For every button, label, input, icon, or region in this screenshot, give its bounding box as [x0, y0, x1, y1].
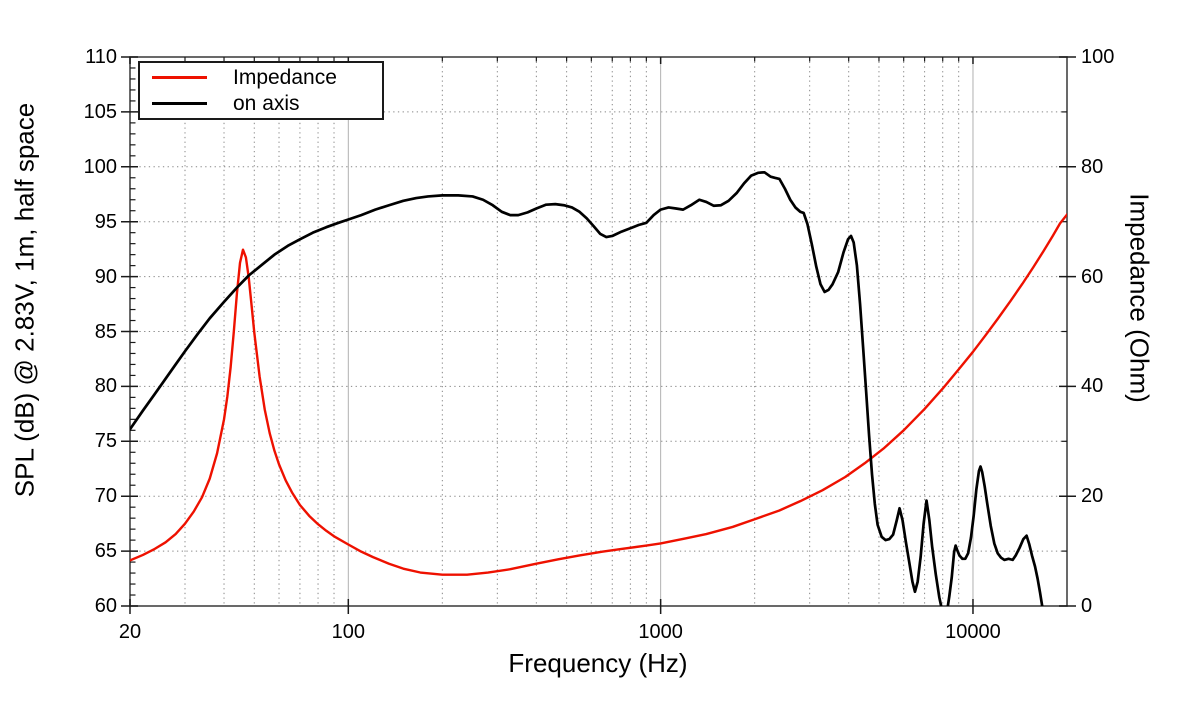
x-axis-title: Frequency (Hz): [508, 648, 688, 678]
y-right-tick-label: 20: [1081, 485, 1104, 508]
legend-item-on-axis: on axis: [140, 91, 382, 116]
x-tick-label: 20: [118, 621, 142, 643]
on-axis-line-sample: [152, 101, 207, 105]
y-right-tick-label: 40: [1081, 375, 1104, 398]
y-left-tick-label: 95: [94, 210, 117, 233]
x-tick-label: 1000: [638, 621, 683, 643]
impedance-line-sample: [152, 76, 207, 80]
y-left-tick-label: 110: [85, 46, 117, 68]
legend-label-on-axis: on axis: [233, 91, 300, 115]
y-left-tick-label: 100: [83, 155, 117, 178]
y-left-tick-label: 105: [83, 100, 117, 123]
x-tick-label: 100: [331, 621, 365, 643]
y-left-tick-label: 85: [94, 320, 117, 343]
y-left-tick-label: 60: [94, 595, 117, 617]
y-right-axis-title: Impedance (Ohm): [1124, 193, 1155, 403]
y-left-tick-label: 70: [94, 485, 117, 508]
y-right-tick-label: 0: [1081, 595, 1093, 617]
legend-item-impedance: Impedance: [140, 65, 382, 90]
y-left-tick-label: 65: [94, 540, 117, 563]
legend: Impedance on axis: [138, 61, 384, 120]
on-axis-spl-curve: [130, 170, 1044, 606]
y-left-axis-title: SPL (dB) @ 2.83V, 1m, half space: [9, 102, 40, 498]
y-right-tick-label: 60: [1081, 265, 1104, 288]
y-left-tick-label: 90: [94, 265, 117, 288]
impedance-curve: [130, 213, 1067, 576]
y-left-tick-label: 75: [94, 430, 117, 453]
y-right-tick-label: 80: [1081, 155, 1104, 178]
x-tick-label: 10000: [945, 621, 1001, 643]
y-left-tick-label: 80: [94, 375, 117, 398]
plot-frame: [129, 56, 1068, 607]
y-right-tick-label: 100: [1081, 46, 1115, 68]
legend-label-impedance: Impedance: [233, 66, 337, 90]
